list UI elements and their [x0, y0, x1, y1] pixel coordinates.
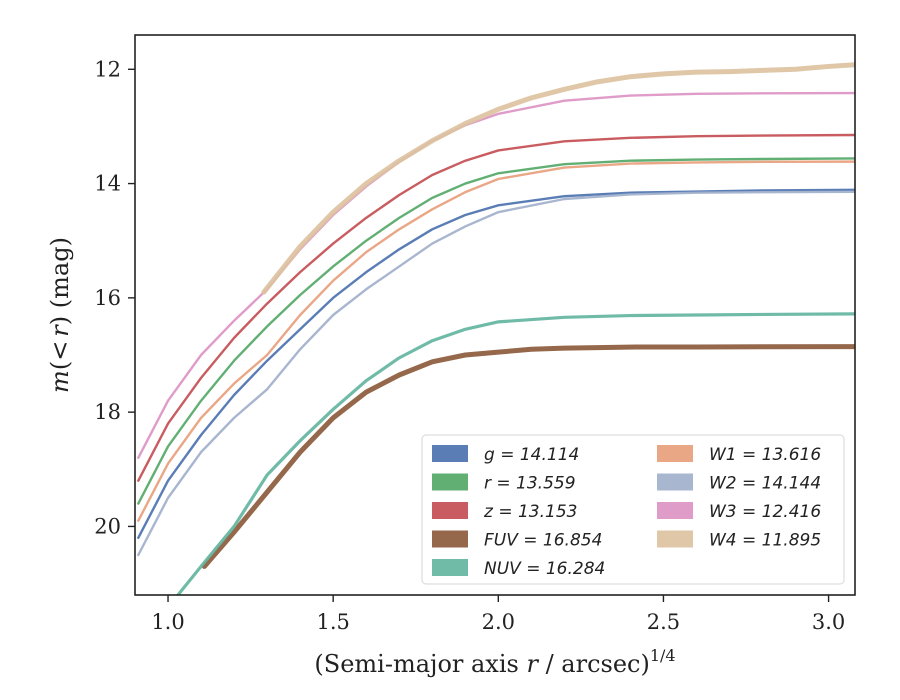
- legend-label-w2: W2 = 14.144: [709, 474, 821, 494]
- legend-swatch-w1: [657, 445, 693, 462]
- series-line-g: [137, 188, 855, 540]
- legend-label-z: z = 13.153: [483, 502, 577, 522]
- series-line-w2: [137, 190, 855, 557]
- plot-frame: [134, 34, 856, 596]
- y-axis-title-var: m: [46, 370, 74, 393]
- y-axis-title-post: ) (mag): [46, 237, 74, 325]
- y-axis-title-var2: r: [46, 324, 74, 337]
- legend: g = 14.114 r = 13.559 z = 13.153 FUV = 16.8…: [421, 434, 845, 585]
- legend-swatch-g: [432, 445, 468, 462]
- x-axis-title-var: r: [526, 650, 539, 678]
- series-line-r: [137, 157, 855, 505]
- legend-label-w4: W4 = 11.895: [709, 531, 821, 551]
- y-tick-label: 14: [94, 172, 121, 196]
- legend-label-g: g = 14.114: [484, 445, 579, 465]
- legend-swatch-w3: [657, 502, 693, 519]
- series-line-w4: [261, 62, 855, 295]
- legend-swatch-z: [432, 502, 468, 519]
- x-tick-label: 1.5: [316, 610, 349, 634]
- series-line-w1: [137, 160, 855, 522]
- x-tick-label: 2.0: [482, 610, 515, 634]
- x-axis-title-sup: 1/4: [650, 646, 676, 665]
- series-line-nuv: [176, 312, 855, 595]
- legend-label-w3: W3 = 12.416: [709, 502, 821, 522]
- y-axis-title: m(< r) (mag): [46, 237, 74, 393]
- y-axis-title-mid: (<: [46, 341, 74, 370]
- x-tick-label: 2.5: [647, 610, 680, 634]
- legend-swatch-fuv: [432, 530, 468, 548]
- series-line-z: [137, 133, 855, 482]
- legend-box: [421, 434, 845, 585]
- y-tick-label: 12: [94, 57, 121, 81]
- series-layer: [137, 62, 855, 595]
- y-tick-label: 18: [94, 400, 121, 424]
- legend-swatch-w4: [657, 530, 693, 548]
- legend-label-w1: W1 = 13.616: [709, 445, 821, 465]
- x-axis-title-post: / arcsec): [538, 650, 650, 678]
- x-tick-label: 3.0: [812, 610, 845, 634]
- legend-label-r: r = 13.559: [484, 474, 576, 494]
- legend-label-fuv: FUV = 16.854: [484, 531, 602, 551]
- y-tick-label: 20: [94, 514, 121, 538]
- legend-swatch-nuv: [432, 559, 468, 576]
- x-axis-title-pre: (Semi-major axis: [314, 650, 526, 678]
- x-tick-label: 1.0: [151, 610, 184, 634]
- series-line-fuv: [201, 344, 855, 569]
- series-line-w3: [137, 91, 855, 460]
- ticks-layer: 1.0 1.5 2.0 2.5 3.0 12 14 16 18 20: [94, 57, 845, 634]
- x-axis-title: (Semi-major axis r / arcsec)1/4: [314, 646, 675, 678]
- y-tick-label: 16: [94, 286, 121, 310]
- legend-swatch-r: [432, 473, 468, 491]
- legend-swatch-w2: [657, 473, 693, 491]
- legend-label-nuv: NUV = 16.284: [484, 559, 605, 579]
